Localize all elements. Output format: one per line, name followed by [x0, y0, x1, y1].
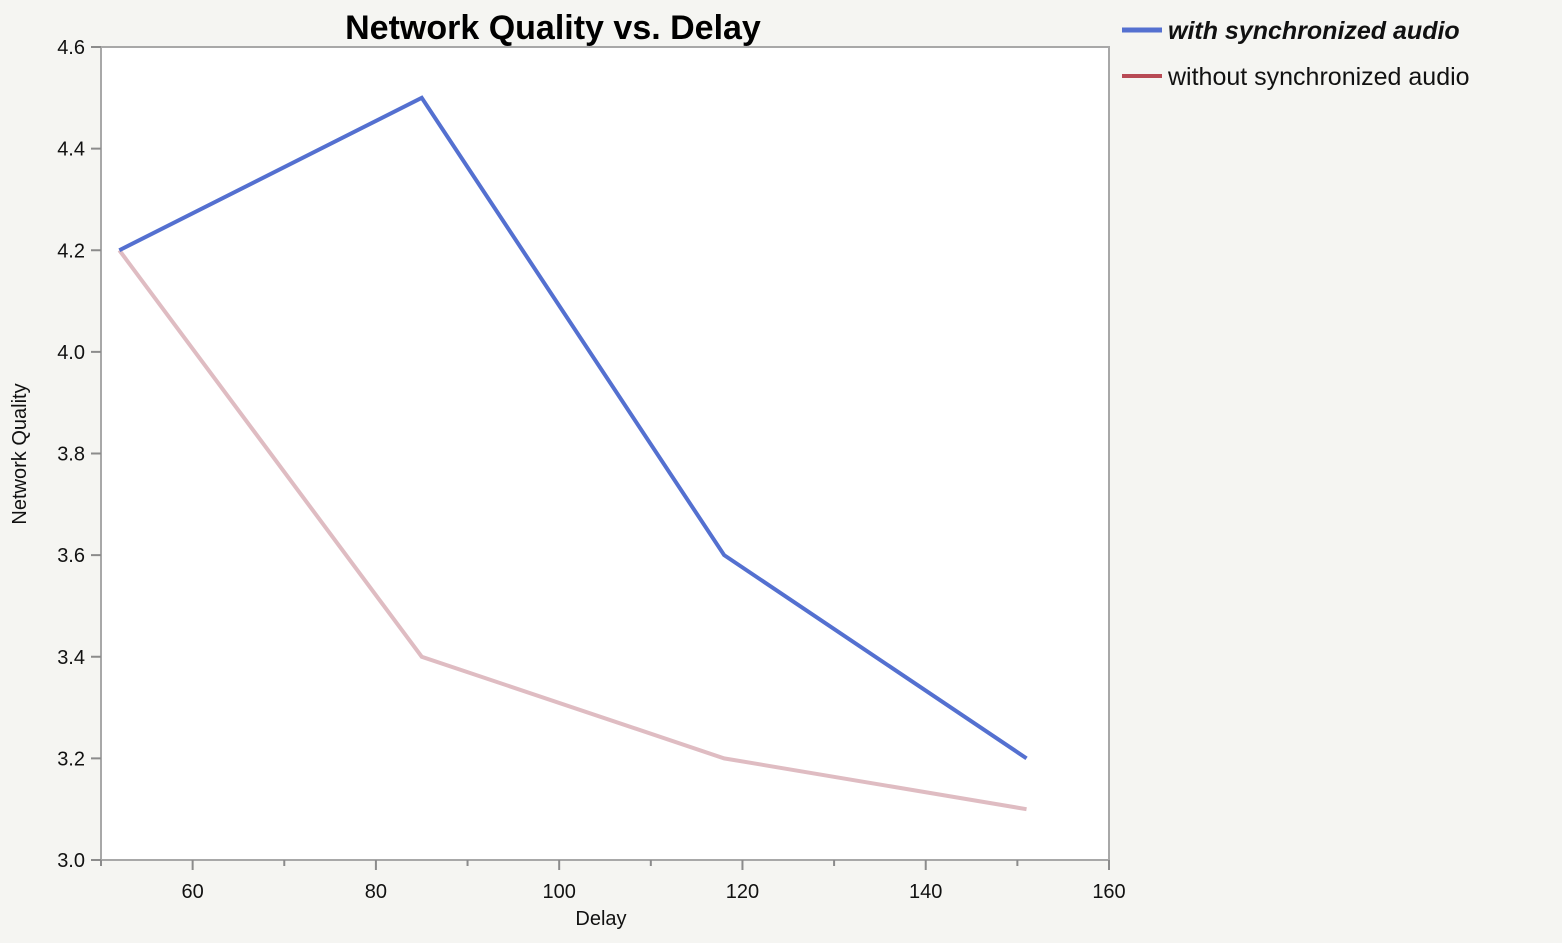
y-tick-label: 4.6: [57, 37, 85, 59]
x-tick-label: 120: [726, 881, 759, 903]
y-tick-label: 3.6: [57, 545, 85, 567]
x-tick-label: 160: [1092, 881, 1125, 903]
chart-title: Network Quality vs. Delay: [345, 9, 761, 47]
y-axis: 3.0 3.2 3.4 3.6 3.8 4.0 4.2 4.4 4.6: [57, 37, 101, 872]
y-tick-label: 3.4: [57, 647, 85, 669]
y-tick-label: 4.0: [57, 342, 85, 364]
y-axis-label: Network Quality: [9, 383, 31, 524]
y-tick-label: 4.2: [57, 240, 85, 262]
x-tick-label: 100: [542, 881, 575, 903]
y-tick-label: 4.4: [57, 139, 85, 161]
legend[interactable]: with synchronized audio without synchroni…: [1122, 17, 1470, 91]
legend-label: without synchronized audio: [1167, 63, 1470, 91]
x-tick-label: 140: [909, 881, 942, 903]
y-tick-label: 3.2: [57, 748, 85, 770]
y-tick-label: 3.8: [57, 444, 85, 466]
series-line-without-synchronized-audio[interactable]: [117, 249, 1027, 812]
legend-item-without-synchronized-audio[interactable]: without synchronized audio: [1122, 63, 1470, 91]
x-axis-label: Delay: [575, 908, 626, 930]
x-tick-label: 80: [365, 881, 387, 903]
plot-area: [100, 46, 1110, 861]
x-tick-label: 60: [182, 881, 204, 903]
series-line-with-synchronized-audio[interactable]: [118, 95, 1028, 761]
series-lines: [117, 95, 1028, 812]
y-tick-label: 3.0: [57, 850, 85, 872]
legend-label: with synchronized audio: [1168, 17, 1460, 45]
legend-item-with-synchronized-audio[interactable]: with synchronized audio: [1122, 17, 1460, 45]
x-axis: 60 80 100 120 140 160: [100, 860, 1126, 903]
